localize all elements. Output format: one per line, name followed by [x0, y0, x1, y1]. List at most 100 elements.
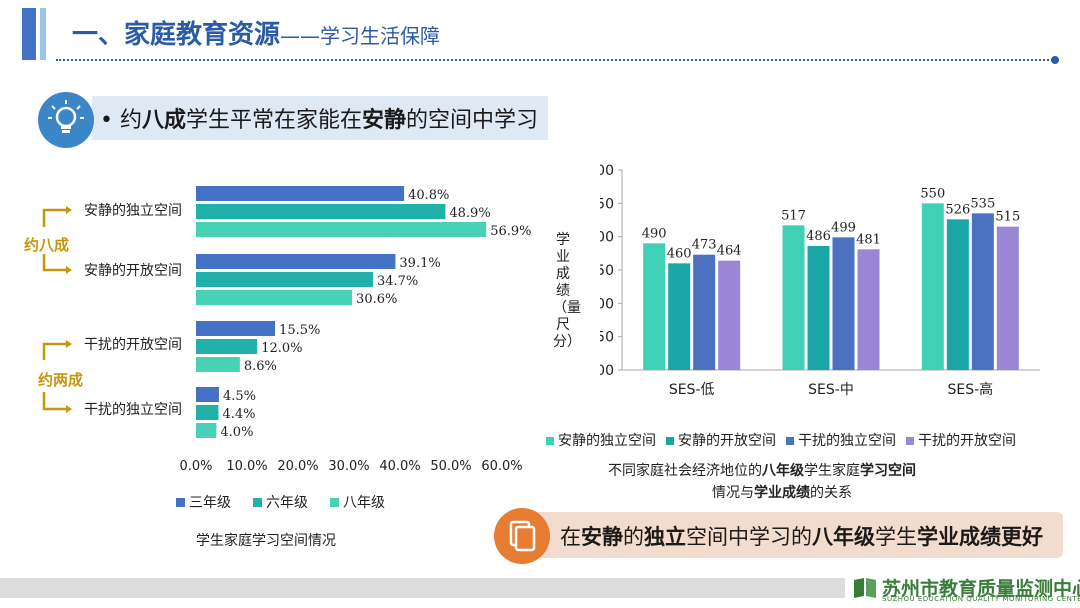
conclusion-box: [518, 512, 1063, 558]
documents-icon: [494, 508, 550, 564]
title-accent-bar-light: [40, 8, 46, 60]
right-bar-2-3: [996, 226, 1019, 370]
legend-grade8: 八年级: [330, 492, 385, 512]
right-bar-label-1-0: 517: [781, 208, 806, 223]
left-xtick-1: 10.0%: [226, 459, 267, 470]
legend-grade6: 六年级: [253, 492, 308, 512]
left-category-label-0: 安静的独立空间: [84, 203, 182, 219]
right-ytick-3: 450: [600, 263, 614, 279]
left-bar-label-2-2: 8.6%: [244, 359, 277, 374]
right-bar-label-2-0: 550: [920, 186, 945, 201]
left-bar-label-3-0: 4.5%: [223, 389, 256, 404]
left-chart: 40.8%48.9%56.9% 39.1% 34.7% 30.6% 15.5% 12.0%…: [42, 186, 532, 470]
left-bar-0-2: [196, 222, 487, 237]
left-bar-label-1-1: 34.7%: [377, 274, 418, 289]
legend-noisy-open: 干扰的开放空间: [906, 430, 1016, 450]
left-xtick-6: 60.0%: [481, 459, 522, 470]
title-accent-bar: [22, 8, 36, 60]
left-bar-label-0-2: 56.9%: [490, 224, 531, 239]
left-bar-2-2: [196, 357, 240, 372]
right-bar-label-0-2: 473: [692, 238, 717, 253]
title-divider-dot: [1051, 56, 1059, 64]
right-bar-2-2: [971, 213, 994, 370]
right-bar-label-2-2: 535: [970, 196, 995, 211]
right-bar-0-2: [693, 254, 716, 370]
right-ytick-0: 300: [600, 363, 614, 379]
right-bar-label-0-0: 490: [642, 226, 667, 241]
right-category-label-0: SES-低: [669, 382, 715, 398]
legend-grade3: 三年级: [176, 492, 231, 512]
right-bar-1-3: [857, 249, 880, 370]
headline-text: • 约八成学生平常在家能在安静的空间中学习: [100, 108, 539, 133]
right-bar-2-0: [921, 203, 944, 370]
left-xtick-3: 30.0%: [328, 459, 369, 470]
right-bar-label-2-1: 526: [945, 202, 970, 217]
group-label-20pct: 约两成: [38, 371, 84, 389]
right-bar-label-2-3: 515: [995, 210, 1020, 225]
group-label-80pct: 约八成: [24, 236, 70, 254]
right-bar-label-1-1: 486: [806, 229, 831, 244]
left-bar-label-2-1: 12.0%: [261, 341, 302, 356]
right-ytick-4: 500: [600, 230, 614, 246]
legend-quiet-open: 安静的开放空间: [666, 430, 776, 450]
left-bar-0-0: [196, 186, 405, 201]
left-bar-3-2: [196, 423, 217, 438]
left-bar-0-1: [196, 204, 446, 219]
left-bar-2-1: [196, 339, 258, 354]
left-category-label-3: 干扰的独立空间: [84, 402, 182, 418]
left-xtick-0: 0.0%: [179, 459, 212, 470]
left-bar-label-3-2: 4.0%: [220, 425, 253, 440]
left-bar-2-0: [196, 321, 276, 336]
right-chart-title-line2: 情况与学业成绩的关系: [712, 485, 852, 501]
left-bar-3-0: [196, 387, 219, 402]
right-bar-2-1: [946, 219, 969, 370]
page-title-sub: ——学习生活保障: [280, 24, 441, 48]
right-bar-1-0: [782, 225, 805, 370]
left-category-label-2: 干扰的开放空间: [84, 337, 182, 353]
headline-box: [92, 96, 548, 140]
right-bar-1-1: [807, 246, 830, 370]
right-bar-label-0-1: 460: [667, 246, 692, 261]
right-bar-label-0-3: 464: [717, 244, 742, 259]
left-bar-1-1: [196, 272, 373, 287]
right-legend: 安静的独立空间 安静的开放空间 干扰的独立空间 干扰的开放空间: [546, 430, 1016, 450]
right-bar-0-1: [668, 263, 691, 370]
bracket-arrows: [42, 208, 66, 411]
conclusion-text: 在安静的独立空间中学习的八年级学生学业成绩更好: [560, 525, 1043, 549]
left-bar-1-0: [196, 254, 396, 269]
right-chart-ylabel: 学业成绩（量尺分）: [553, 232, 581, 350]
footer-bar: [0, 578, 845, 598]
left-xtick-4: 40.0%: [379, 459, 420, 470]
book-logo-icon: [852, 576, 878, 600]
title-divider: [56, 59, 1056, 61]
org-name-en: SUZHOU EDUCATION QUALITY MONITORING CENT…: [882, 595, 1080, 603]
right-bar-1-2: [832, 237, 855, 370]
left-xtick-5: 50.0%: [430, 459, 471, 470]
left-bar-1-2: [196, 290, 353, 305]
legend-noisy-independent: 干扰的独立空间: [786, 430, 896, 450]
right-chart-title-line1: 不同家庭社会经济地位的八年级学生家庭学习空间: [608, 463, 916, 479]
right-category-label-1: SES-中: [808, 382, 854, 398]
left-xtick-2: 20.0%: [277, 459, 318, 470]
lightbulb-icon: [38, 92, 94, 148]
org-name: 苏州市教育质量监测中心: [882, 578, 1080, 600]
left-bar-label-0-1: 48.9%: [449, 206, 490, 221]
legend-quiet-independent: 安静的独立空间: [546, 430, 656, 450]
left-legend: 三年级 六年级 八年级: [176, 492, 385, 512]
left-bar-3-1: [196, 405, 219, 420]
page-title: 一、家庭教育资源——学习生活保障: [72, 14, 440, 51]
right-ytick-2: 400: [600, 296, 614, 312]
right-bar-label-1-2: 499: [831, 220, 856, 235]
right-ytick-1: 350: [600, 330, 614, 346]
left-bar-label-1-0: 39.1%: [399, 256, 440, 271]
left-bar-label-3-1: 4.4%: [222, 407, 255, 422]
right-ytick-6: 600: [600, 163, 614, 179]
left-bar-label-1-2: 30.6%: [356, 292, 397, 307]
right-bar-label-1-3: 481: [856, 232, 881, 247]
left-bar-label-0-0: 40.8%: [408, 188, 449, 203]
right-bar-0-0: [643, 243, 666, 370]
right-bar-0-3: [718, 260, 741, 370]
left-category-label-1: 安静的开放空间: [84, 263, 182, 279]
left-chart-title: 学生家庭学习空间情况: [196, 533, 336, 549]
